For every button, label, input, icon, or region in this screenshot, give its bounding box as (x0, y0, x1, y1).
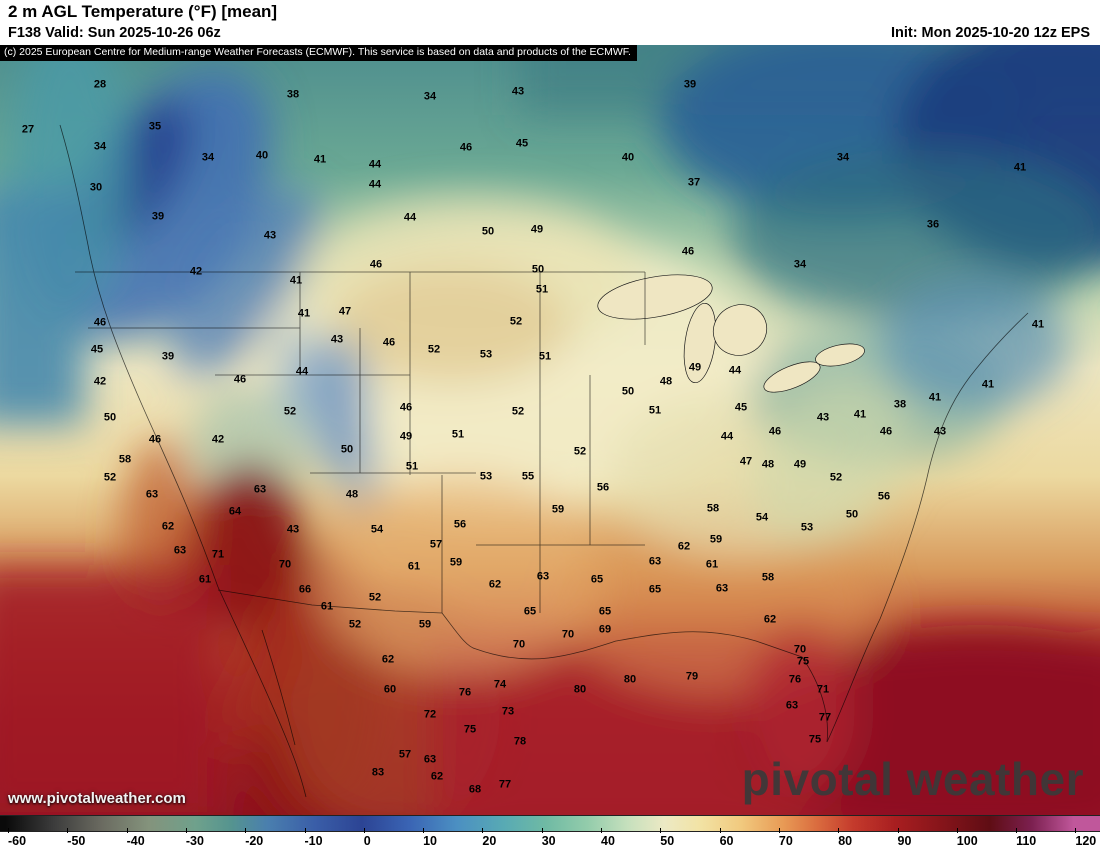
watermark: www.pivotalweather.com (8, 790, 186, 807)
colorbar-tick-label: -20 (245, 828, 264, 848)
colorbar-tick-label: -40 (126, 828, 145, 848)
colorbar-tick-label: 110 (1016, 828, 1037, 848)
colorbar-ticks: -60 -50 -40 -30 -20 -10 0 10 20 30 40 50 60 70 80 90 100… (0, 828, 1100, 850)
page-title: 2 m AGL Temperature (°F) [mean] (8, 2, 278, 21)
temperature-field-svg (0, 45, 1100, 815)
colorbar-gradient (0, 815, 1100, 832)
colorbar-tick-label: 50 (660, 828, 675, 848)
colorbar-tick-label: -60 (8, 828, 27, 848)
init-time: Init: Mon 2025-10-20 12z EPS (890, 25, 1090, 41)
valid-time: F138 Valid: Sun 2025-10-26 06z (8, 25, 221, 41)
temperature-blobs (0, 45, 1100, 815)
colorbar-tick-label: -10 (304, 828, 323, 848)
colorbar-tick-label: 120 (1075, 828, 1097, 848)
colorbar-tick-label: 20 (482, 828, 497, 848)
colorbar-tick-label: 60 (719, 828, 734, 848)
colorbar-tick-label: 90 (897, 828, 912, 848)
copyright-bar: (c) 2025 European Centre for Medium-rang… (0, 45, 637, 61)
colorbar: -60 -50 -40 -30 -20 -10 0 10 20 30 40 50 60 70 80 90 100… (0, 815, 1100, 850)
weather-map: 28 38 34 43 39 27 35 34 34 40 41 44 46 45 40 34 41 30 44 37… (0, 45, 1100, 815)
colorbar-tick-label: 100 (956, 828, 978, 848)
colorbar-tick-label: 70 (778, 828, 793, 848)
colorbar-tick-label: 30 (541, 828, 556, 848)
colorbar-tick-label: 40 (601, 828, 615, 848)
colorbar-tick-label: 80 (838, 828, 853, 848)
colorbar-tick-label: 0 (363, 828, 371, 848)
borders (59, 124, 1029, 798)
great-lakes (597, 274, 865, 393)
colorbar-tick-label: -50 (67, 828, 86, 848)
colorbar-tick-label: 10 (423, 828, 437, 848)
pivotal-weather-logo: pivotal weather (741, 753, 1084, 805)
colorbar-tick-label: -30 (185, 828, 204, 848)
